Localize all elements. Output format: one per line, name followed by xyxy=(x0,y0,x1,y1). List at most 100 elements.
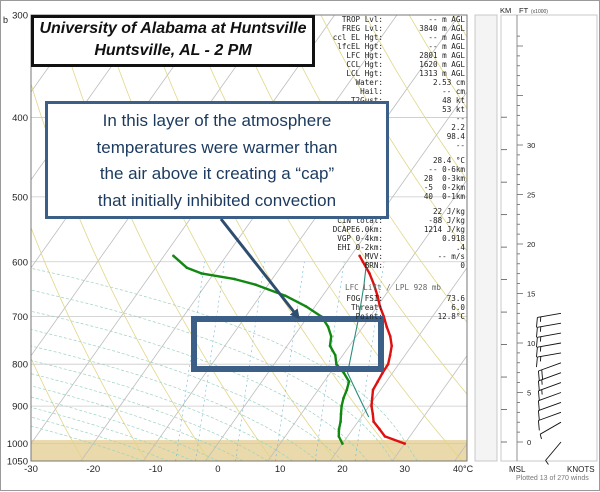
param-value: -- xyxy=(383,141,465,150)
param-value: 1620 m AGL xyxy=(383,60,465,69)
ft-tick-label: 15 xyxy=(527,290,535,299)
temperature-point xyxy=(371,397,374,400)
temperature-point xyxy=(368,272,371,275)
dewpoint-point xyxy=(343,372,346,375)
msl-label: MSL xyxy=(509,465,526,474)
param-row: CCL Hgt:1620 m AGL xyxy=(323,60,465,69)
param-row: Threat:6.0 xyxy=(323,303,465,312)
dewpoint-point xyxy=(342,397,345,400)
param-value: 12.8°C xyxy=(383,312,465,321)
param-value: 28.4 °C xyxy=(383,156,465,165)
param-value: 73.6 xyxy=(383,294,465,303)
param-row: Point:12.8°C xyxy=(323,312,465,321)
callout-line: the air above it creating a “cap” xyxy=(56,161,378,188)
dewpoint-point xyxy=(233,278,236,281)
moist-adiabat-line xyxy=(1,15,293,461)
moist-adiabat-line xyxy=(1,15,368,461)
param-label: FREG Lvl: xyxy=(342,24,383,33)
temperature-tick-label: 20 xyxy=(337,464,348,475)
param-row: MVV:-- m/s xyxy=(323,252,465,261)
param-row: FREG Lvl:3840 m AGL xyxy=(323,24,465,33)
dewpoint-point xyxy=(305,305,308,308)
dewpoint-point xyxy=(200,272,203,275)
param-label: Hail: xyxy=(360,87,383,96)
plotted-winds-note: Plotted 13 of 270 winds xyxy=(516,475,589,482)
dry-adiabat-line xyxy=(1,15,83,461)
dry-adiabat-line xyxy=(1,15,146,461)
param-value: 2.2 xyxy=(383,123,465,132)
param-label: ccl EL Hgt: xyxy=(333,33,383,42)
temperature-point xyxy=(389,335,392,338)
param-label: Point: xyxy=(356,312,383,321)
temperature-point xyxy=(370,405,373,408)
dry-adiabat-line xyxy=(12,15,210,461)
pressure-tick-label: 300 xyxy=(12,11,28,22)
mixing-ratio-line xyxy=(235,262,264,461)
dewpoint-point xyxy=(339,420,342,423)
lpl-note: LFC Lift / LPL 928 mb xyxy=(345,283,441,292)
param-label: LCL Hgt: xyxy=(346,69,383,78)
param-value: .4 xyxy=(383,243,465,252)
param-label: MVV: xyxy=(365,252,383,261)
temperature-point xyxy=(372,389,375,392)
wind-panel xyxy=(501,15,597,461)
dry-adiabat-line xyxy=(56,15,273,461)
temperature-point xyxy=(387,363,390,366)
dewpoint-point xyxy=(172,255,175,258)
pressure-tick-label: 700 xyxy=(12,312,28,323)
temperature-point xyxy=(372,413,375,416)
temperature-point xyxy=(381,372,384,375)
param-row: LCL Hgt:1313 m AGL xyxy=(323,69,465,78)
temperature-tick-label: 10 xyxy=(275,464,286,475)
param-value: 98.4 xyxy=(383,132,465,141)
station-name: University of Alabama at Huntsville xyxy=(34,18,312,40)
ft-tick-label: 0 xyxy=(527,438,531,447)
param-label: Water: xyxy=(356,78,383,87)
param-value: 2801 m AGL xyxy=(383,51,465,60)
temperature-tick-label: -20 xyxy=(86,464,100,475)
station-location-time: Huntsville, AL - 2 PM xyxy=(34,40,312,62)
param-label: LFC Hgt: xyxy=(346,51,383,60)
station-title-box: University of Alabama at Huntsville Hunt… xyxy=(31,15,315,67)
temperature-tick-label: -30 xyxy=(24,464,38,475)
param-value: 1214 J/kg xyxy=(383,225,465,234)
param-label: EHI 0-2km: xyxy=(337,243,383,252)
ft-tick-label: 25 xyxy=(527,191,535,200)
dewpoint-point xyxy=(254,283,257,286)
param-label: TROP Lvl: xyxy=(342,15,383,24)
param-row: TROP Lvl:-- m AGL xyxy=(323,15,465,24)
dewpoint-point xyxy=(334,354,337,357)
param-label: lfcEL Hgt: xyxy=(337,42,383,51)
dewpoint-point xyxy=(329,345,332,348)
param-row: Water:2.53 cm xyxy=(323,78,465,87)
km-label: KM xyxy=(500,6,511,15)
ft-label: FT xyxy=(519,6,529,15)
temperature-point xyxy=(389,354,392,357)
callout-arrow xyxy=(221,219,298,317)
param-row: FOG FSI:73.6 xyxy=(323,294,465,303)
moist-adiabat-line xyxy=(1,15,143,461)
temperature-tick-label: 0 xyxy=(215,464,220,475)
param-label: BRN: xyxy=(365,261,383,270)
dewpoint-point xyxy=(284,294,287,297)
dewpoint-point xyxy=(346,389,349,392)
param-value: 22 J/kg xyxy=(383,207,465,216)
pressure-tick-label: 500 xyxy=(12,192,28,203)
dewpoint-point xyxy=(340,413,343,416)
param-value: -- xyxy=(383,114,465,123)
callout-line: that initially inhibited convection xyxy=(56,188,378,215)
corner-label: b xyxy=(3,15,8,25)
param-value: -88 J/kg xyxy=(383,216,465,225)
param-value: -5 0-2km xyxy=(383,183,465,192)
param-row: ccl EL Hgt:-- m AGL xyxy=(323,33,465,42)
height-bar-panel xyxy=(475,15,497,461)
param-value: -- m AGL xyxy=(383,15,465,24)
param-value: 3840 m AGL xyxy=(383,24,465,33)
temperature-tick-label: 30 xyxy=(399,464,410,475)
param-label: Threat: xyxy=(351,303,383,312)
pressure-tick-label: 600 xyxy=(12,257,28,268)
param-value: 53 kt xyxy=(383,105,465,114)
pressure-tick-label: 800 xyxy=(12,360,28,371)
ft-tick-label: 5 xyxy=(527,389,531,398)
